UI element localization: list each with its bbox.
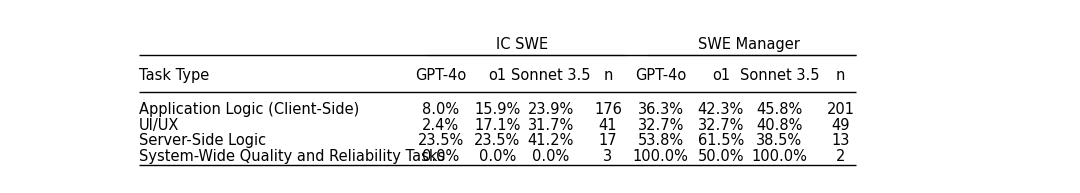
Text: o1: o1	[712, 68, 730, 83]
Text: 0.0%: 0.0%	[478, 149, 516, 164]
Text: o1: o1	[488, 68, 507, 83]
Text: 40.8%: 40.8%	[756, 118, 802, 133]
Text: 49: 49	[832, 118, 850, 133]
Text: n: n	[836, 68, 846, 83]
Text: SWE Manager: SWE Manager	[699, 37, 800, 52]
Text: 61.5%: 61.5%	[698, 133, 744, 148]
Text: 31.7%: 31.7%	[528, 118, 575, 133]
Text: 41.2%: 41.2%	[528, 133, 575, 148]
Text: 2: 2	[836, 149, 846, 164]
Text: 100.0%: 100.0%	[752, 149, 808, 164]
Text: 100.0%: 100.0%	[633, 149, 689, 164]
Text: 201: 201	[826, 102, 854, 117]
Text: Sonnet 3.5: Sonnet 3.5	[740, 68, 820, 83]
Text: Application Logic (Client-Side): Application Logic (Client-Side)	[139, 102, 360, 117]
Text: 42.3%: 42.3%	[698, 102, 744, 117]
Text: IC SWE: IC SWE	[496, 37, 548, 52]
Text: 23.9%: 23.9%	[528, 102, 575, 117]
Text: 32.7%: 32.7%	[698, 118, 744, 133]
Text: Sonnet 3.5: Sonnet 3.5	[511, 68, 591, 83]
Text: 41: 41	[598, 118, 617, 133]
Text: Task Type: Task Type	[139, 68, 210, 83]
Text: 0.0%: 0.0%	[422, 149, 459, 164]
Text: 38.5%: 38.5%	[756, 133, 802, 148]
Text: 0.0%: 0.0%	[532, 149, 569, 164]
Text: 50.0%: 50.0%	[698, 149, 744, 164]
Text: 13: 13	[832, 133, 850, 148]
Text: Server-Side Logic: Server-Side Logic	[139, 133, 267, 148]
Text: 23.5%: 23.5%	[474, 133, 521, 148]
Text: UI/UX: UI/UX	[139, 118, 179, 133]
Text: 176: 176	[594, 102, 622, 117]
Text: n: n	[604, 68, 612, 83]
Text: 17: 17	[598, 133, 617, 148]
Text: 8.0%: 8.0%	[422, 102, 459, 117]
Text: 3: 3	[604, 149, 612, 164]
Text: 17.1%: 17.1%	[474, 118, 521, 133]
Text: GPT-4o: GPT-4o	[415, 68, 467, 83]
Text: 45.8%: 45.8%	[756, 102, 802, 117]
Text: 23.5%: 23.5%	[417, 133, 463, 148]
Text: 32.7%: 32.7%	[637, 118, 684, 133]
Text: 2.4%: 2.4%	[422, 118, 459, 133]
Text: 53.8%: 53.8%	[637, 133, 684, 148]
Text: GPT-4o: GPT-4o	[635, 68, 686, 83]
Text: 15.9%: 15.9%	[474, 102, 521, 117]
Text: 36.3%: 36.3%	[637, 102, 684, 117]
Text: System-Wide Quality and Reliability Tasks: System-Wide Quality and Reliability Task…	[139, 149, 445, 164]
